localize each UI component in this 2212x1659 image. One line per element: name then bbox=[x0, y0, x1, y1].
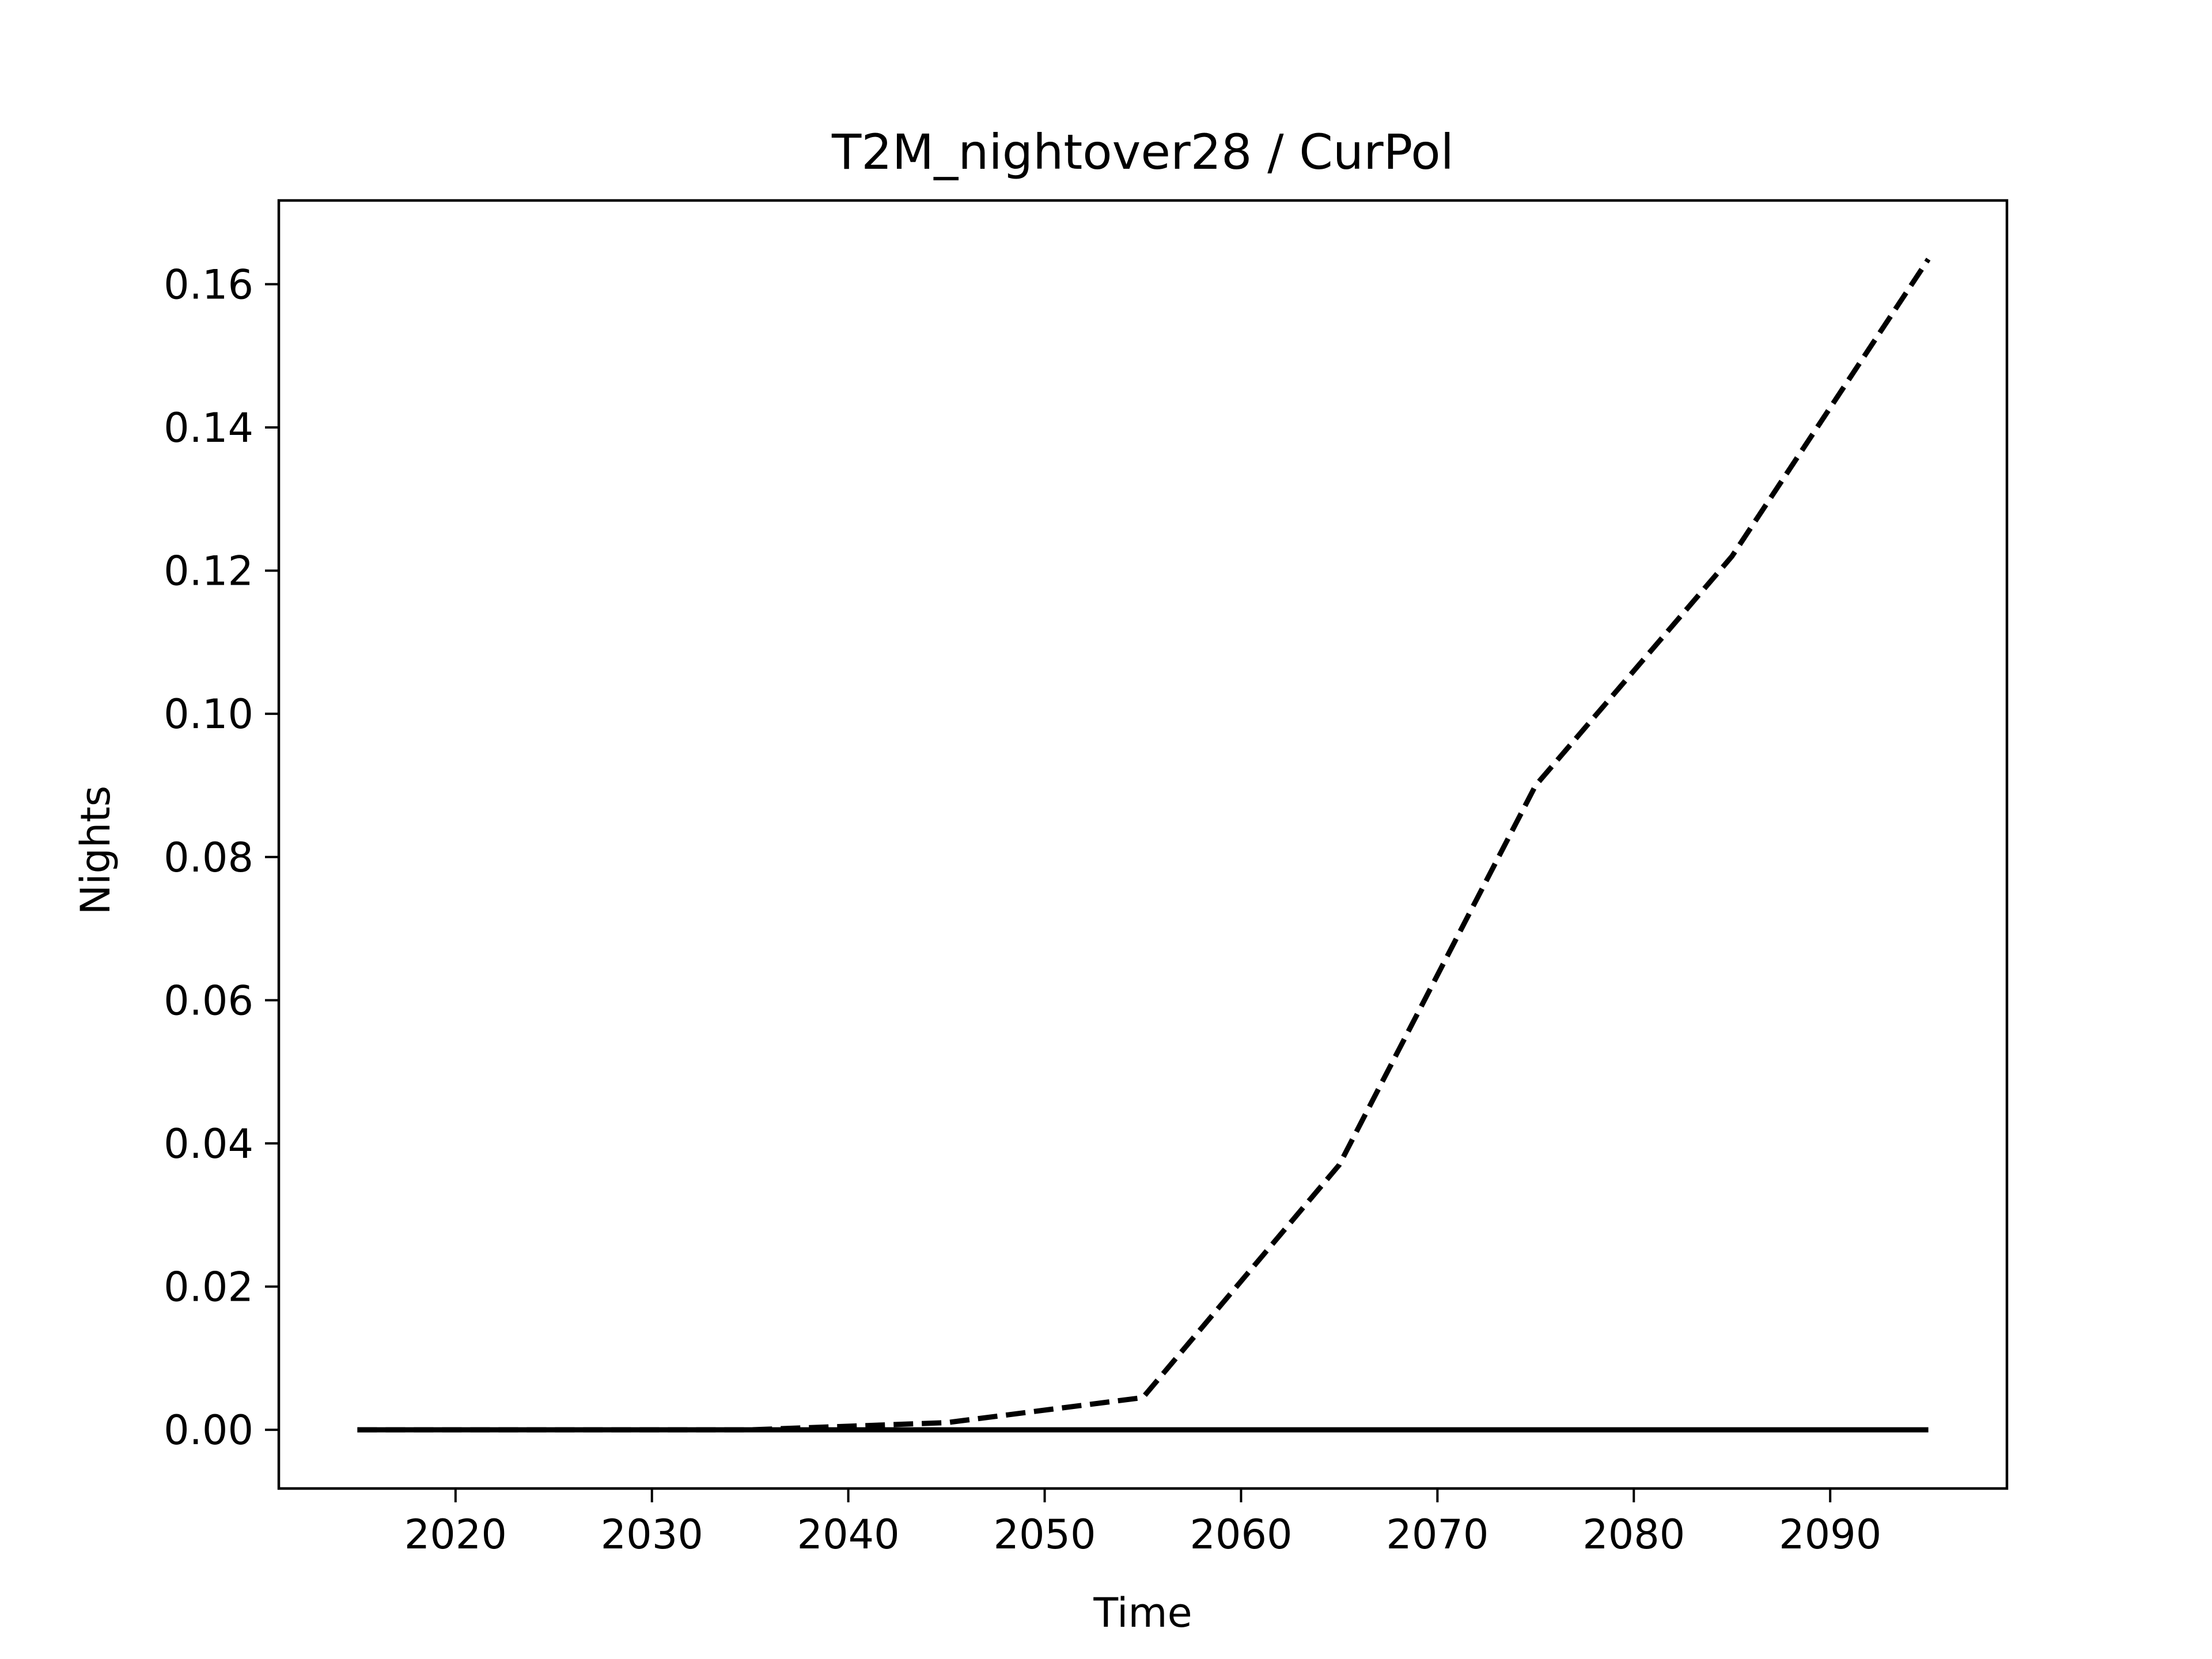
y-axis: 0.00 0.02 0.04 0.06 0.08 0.10 0.12 0.14 0.16 bbox=[164, 261, 279, 1454]
y-tick-label: 0.06 bbox=[164, 977, 253, 1024]
x-tick-label: 2090 bbox=[1779, 1511, 1881, 1558]
x-tick-label: 2070 bbox=[1386, 1511, 1488, 1558]
x-axis: 2020 2030 2040 2050 2060 2070 2080 2090 bbox=[404, 1488, 1881, 1558]
y-tick-label: 0.02 bbox=[164, 1263, 253, 1310]
x-tick-label: 2030 bbox=[601, 1511, 703, 1558]
x-tick-label: 2040 bbox=[797, 1511, 900, 1558]
x-axis-label: Time bbox=[1093, 1589, 1192, 1637]
x-tick-label: 2080 bbox=[1582, 1511, 1685, 1558]
x-tick-label: 2060 bbox=[1190, 1511, 1292, 1558]
y-tick-label: 0.14 bbox=[164, 404, 253, 452]
x-tick-label: 2020 bbox=[404, 1511, 507, 1558]
y-tick-label: 0.00 bbox=[164, 1407, 253, 1454]
y-tick-label: 0.16 bbox=[164, 261, 253, 308]
series-layer bbox=[357, 257, 1931, 1433]
y-tick-label: 0.08 bbox=[164, 834, 253, 881]
y-tick-label: 0.12 bbox=[164, 548, 253, 595]
axes-frame bbox=[277, 199, 2009, 1490]
y-tick-label: 0.10 bbox=[164, 691, 253, 738]
chart-title: T2M_nightover28 / CurPol bbox=[831, 124, 1454, 180]
x-tick-label: 2050 bbox=[993, 1511, 1096, 1558]
y-axis-label: Nights bbox=[72, 786, 119, 915]
y-tick-label: 0.04 bbox=[164, 1120, 253, 1168]
